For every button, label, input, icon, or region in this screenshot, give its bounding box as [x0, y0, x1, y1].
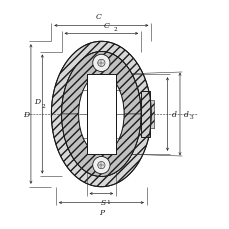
- Text: d: d: [183, 111, 188, 118]
- Text: S: S: [101, 198, 106, 206]
- Text: 1: 1: [112, 99, 115, 104]
- Text: d: d: [171, 111, 176, 118]
- Polygon shape: [51, 42, 151, 187]
- Circle shape: [92, 55, 109, 72]
- Bar: [149, 101, 153, 128]
- Circle shape: [97, 60, 104, 67]
- Text: D: D: [34, 98, 40, 105]
- Polygon shape: [61, 52, 141, 114]
- Circle shape: [97, 162, 104, 169]
- Text: 2: 2: [113, 27, 117, 32]
- Ellipse shape: [78, 75, 124, 154]
- Text: C: C: [96, 13, 102, 21]
- Text: P: P: [98, 208, 104, 216]
- Text: C: C: [104, 22, 109, 30]
- Bar: [141, 92, 149, 137]
- Bar: [86, 75, 116, 154]
- Text: B: B: [103, 94, 108, 102]
- Text: 1: 1: [106, 199, 110, 204]
- Polygon shape: [61, 114, 141, 177]
- Circle shape: [92, 157, 109, 174]
- Text: 2: 2: [41, 104, 45, 109]
- Text: D: D: [23, 111, 29, 118]
- Polygon shape: [61, 52, 141, 177]
- Text: 3: 3: [189, 115, 192, 120]
